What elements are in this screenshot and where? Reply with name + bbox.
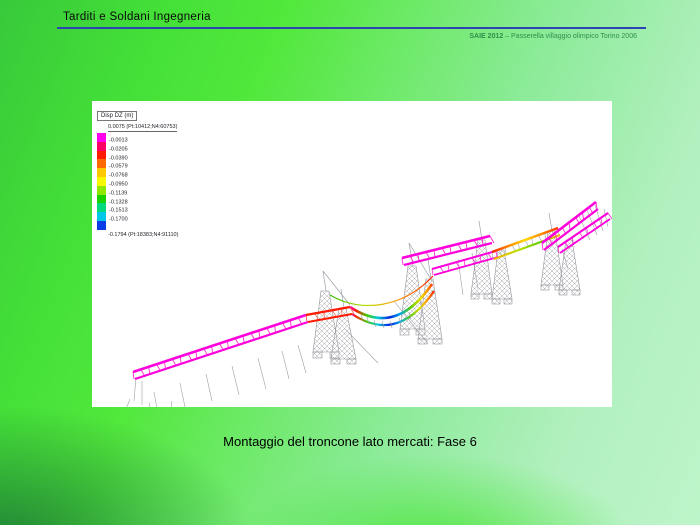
floating-segment-lower — [431, 250, 499, 276]
floating-segment-upper — [401, 234, 495, 267]
legend-band-row: -0.1328 — [97, 194, 178, 206]
legend-color-scale: -0.0013 -0.0205 -0.0390 -0.0579 -0.0768 -0.09… — [97, 133, 178, 230]
legend-band-swatch — [97, 185, 106, 195]
slide-caption: Montaggio del troncone lato mercati: Fas… — [223, 434, 477, 449]
lattice-towers — [312, 230, 581, 365]
left-truss-red-tip — [305, 305, 355, 324]
legend-band-swatch — [97, 212, 106, 221]
legend-band-label: -0.1328 — [109, 199, 128, 206]
legend-band-label: -0.1139 — [109, 190, 128, 197]
legend-band-swatch — [97, 203, 106, 213]
legend-band-row: -0.1513 — [97, 203, 178, 214]
legend-band-row: -0.0579 — [97, 159, 178, 170]
legend-band-swatch — [97, 168, 106, 177]
fem-deformation-plot — [126, 200, 612, 407]
legend-band-row: -0.0768 — [97, 168, 178, 179]
legend-band-label: -0.0950 — [109, 181, 128, 188]
upper-right-truss — [541, 200, 599, 251]
legend-band-row: -0.0390 — [97, 150, 178, 162]
legend-band-label: -0.1513 — [109, 207, 128, 214]
event-subtitle: SAIE 2012 – Passerella villaggio olimpic… — [469, 33, 637, 40]
legend-band-row: -0.0013 — [97, 133, 178, 144]
event-separator: – — [503, 33, 512, 40]
legend-band-row: -0.0205 — [97, 141, 178, 153]
legend-band-swatch — [97, 141, 106, 151]
legend-band-row: -0.1139 — [97, 185, 178, 197]
legend-band-swatch — [97, 176, 106, 186]
legend-max-value: 0.0075 (Pt:10412;N4:60753) — [108, 124, 178, 132]
legend-band-label: -0.1700 — [109, 216, 128, 223]
left-main-truss — [132, 313, 309, 381]
legend-band-label: -0.0390 — [109, 155, 128, 162]
legend-band-row — [97, 220, 178, 230]
deformed-span — [329, 275, 435, 329]
tower-masts — [322, 212, 553, 309]
displacement-legend: Disp DZ (m) 0.0075 (Pt:10412;N4:60753) -… — [97, 104, 178, 238]
legend-band-label: -0.0013 — [109, 137, 128, 144]
upper-right-truss-2 — [557, 212, 612, 254]
fem-screenshot-panel: Disp DZ (m) 0.0075 (Pt:10412;N4:60753) -… — [92, 101, 612, 407]
page-title: Tarditi e Soldani Ingegneria — [63, 11, 211, 23]
legend-band-row: -0.0950 — [97, 176, 178, 188]
legend-band-swatch — [97, 150, 106, 160]
legend-min-value: -0.1794 (Pt:18383;N4:91110) — [108, 231, 179, 238]
event-subtitle-text: Passerella villaggio olimpico Torino 200… — [511, 33, 637, 40]
legend-band-label: -0.0579 — [109, 163, 128, 170]
legend-band-row: -0.1700 — [97, 212, 178, 223]
event-label: SAIE 2012 — [469, 33, 504, 40]
legend-band-swatch — [97, 220, 106, 230]
legend-band-label: -0.0768 — [109, 172, 128, 179]
header-underline — [57, 27, 646, 29]
legend-title: Disp DZ (m) — [97, 111, 138, 121]
legend-band-label: -0.0205 — [109, 146, 128, 153]
legend-band-swatch — [97, 133, 106, 142]
legend-band-swatch — [97, 194, 106, 204]
legend-band-swatch — [97, 159, 106, 169]
